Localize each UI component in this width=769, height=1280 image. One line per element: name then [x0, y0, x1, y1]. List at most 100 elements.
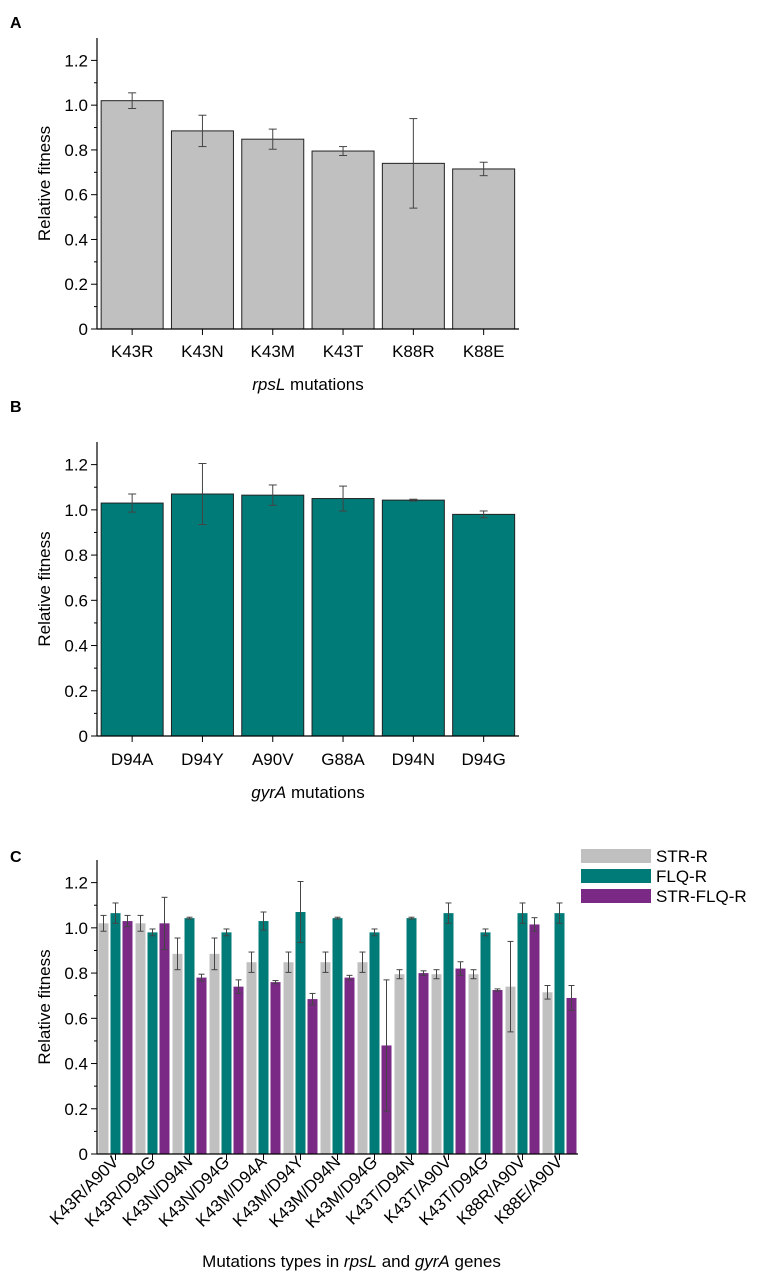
y-tick-label: 0.4: [64, 637, 88, 656]
y-tick-label: 0.8: [64, 546, 88, 565]
x-tick-label: K43T: [323, 342, 364, 361]
bar: [170, 130, 234, 330]
bar-str-r: [431, 974, 442, 1154]
x-tick-label: D94A: [111, 750, 154, 769]
bar: [100, 502, 164, 737]
legend-swatch: [581, 849, 651, 863]
y-tick-label: 0.8: [64, 964, 88, 983]
bar: [241, 494, 305, 737]
y-tick-label: 0: [79, 727, 88, 746]
panel-letter: B: [10, 399, 22, 416]
bar-flq-r: [480, 932, 491, 1154]
bar-str-flq-r: [196, 977, 207, 1154]
y-tick-label: 1.2: [64, 51, 88, 70]
x-axis-label-part: gyrA: [415, 1252, 450, 1271]
y-axis-label: Relative fitness: [35, 126, 54, 241]
bar-str-r: [283, 962, 294, 1154]
bar: [100, 100, 164, 330]
x-axis-label: Mutations types in rpsL and gyrA genes: [202, 1252, 501, 1271]
panel-letter: C: [10, 849, 22, 866]
bar-flq-r: [406, 918, 417, 1154]
bar-str-flq-r: [344, 977, 355, 1154]
x-tick-label: D94G: [461, 750, 505, 769]
y-axis-label: Relative fitness: [35, 531, 54, 646]
bar-str-flq-r: [233, 986, 244, 1154]
x-tick-label: A90V: [252, 750, 294, 769]
bar-str-flq-r: [455, 968, 466, 1154]
bar-flq-r: [184, 918, 195, 1154]
y-tick-label: 0.8: [64, 141, 88, 160]
bar-str-r: [394, 974, 405, 1154]
bar-str-r: [505, 986, 516, 1154]
legend-swatch: [581, 889, 651, 903]
bar-str-r: [135, 923, 146, 1154]
bar-flq-r: [443, 913, 454, 1154]
y-tick-label: 0.2: [64, 275, 88, 294]
bar: [241, 138, 305, 330]
bar-flq-r: [221, 932, 232, 1154]
x-axis-label-gene: gyrA: [251, 783, 286, 802]
bar-str-r: [98, 923, 109, 1154]
y-tick-label: 1.2: [64, 456, 88, 475]
y-tick-label: 1.0: [64, 96, 88, 115]
bar-flq-r: [517, 913, 528, 1154]
bar-str-flq-r: [418, 973, 429, 1154]
bar-str-r: [172, 953, 183, 1154]
bar: [381, 499, 445, 737]
bar: [311, 150, 375, 330]
bar-str-r: [209, 953, 220, 1154]
x-axis-label: rpsL mutations: [252, 375, 364, 394]
x-tick-label: K43R: [111, 342, 154, 361]
bar-flq-r: [147, 932, 158, 1154]
y-axis-label: Relative fitness: [35, 949, 54, 1064]
legend-label: STR-FLQ-R: [656, 887, 747, 906]
bar-flq-r: [295, 912, 306, 1154]
bar-str-flq-r: [492, 990, 503, 1154]
y-tick-label: 0.6: [64, 186, 88, 205]
y-tick-label: 0.6: [64, 1009, 88, 1028]
y-tick-label: 0.4: [64, 1055, 88, 1074]
y-tick-label: 0.2: [64, 1100, 88, 1119]
x-tick-label: K43M: [251, 342, 295, 361]
y-tick-label: 1.0: [64, 501, 88, 520]
x-tick-label: K88R: [392, 342, 435, 361]
bar: [170, 493, 234, 737]
y-tick-label: 1.2: [64, 874, 88, 893]
x-axis-label-part: and: [377, 1252, 415, 1271]
x-axis-label-part: Mutations types in: [202, 1252, 344, 1271]
y-tick-label: 0.2: [64, 682, 88, 701]
bar: [452, 168, 516, 330]
y-tick-label: 1.0: [64, 919, 88, 938]
y-tick-label: 0.4: [64, 230, 88, 249]
x-tick-label: K43N: [181, 342, 224, 361]
bar-flq-r: [554, 913, 565, 1154]
bar-str-flq-r: [159, 923, 170, 1154]
x-axis-label-part: genes: [450, 1252, 501, 1271]
panel-letter: A: [10, 15, 22, 32]
bar-str-flq-r: [566, 997, 577, 1154]
bar-flq-r: [110, 913, 121, 1154]
legend-label: STR-R: [656, 847, 708, 866]
x-axis-label-rest: mutations: [285, 375, 363, 394]
legend-swatch: [581, 869, 651, 883]
bar-str-r: [542, 992, 553, 1154]
bar-flq-r: [369, 932, 380, 1154]
bar-str-r: [246, 962, 257, 1154]
x-axis-label-gene: rpsL: [252, 375, 285, 394]
x-tick-label: D94N: [392, 750, 435, 769]
y-tick-label: 0: [79, 320, 88, 339]
y-tick-label: 0.6: [64, 591, 88, 610]
legend-label: FLQ-R: [656, 867, 707, 886]
bar-str-flq-r: [529, 924, 540, 1154]
bar-flq-r: [258, 921, 269, 1154]
x-tick-label: K88E: [463, 342, 505, 361]
x-axis-label: gyrA mutations: [251, 783, 364, 802]
x-axis-label-part: rpsL: [344, 1252, 377, 1271]
bar-str-flq-r: [307, 999, 318, 1154]
bar: [311, 498, 375, 737]
x-axis-label-rest: mutations: [286, 783, 364, 802]
y-tick-label: 0: [79, 1145, 88, 1164]
bar-flq-r: [332, 918, 343, 1154]
bar-str-flq-r: [270, 982, 281, 1154]
